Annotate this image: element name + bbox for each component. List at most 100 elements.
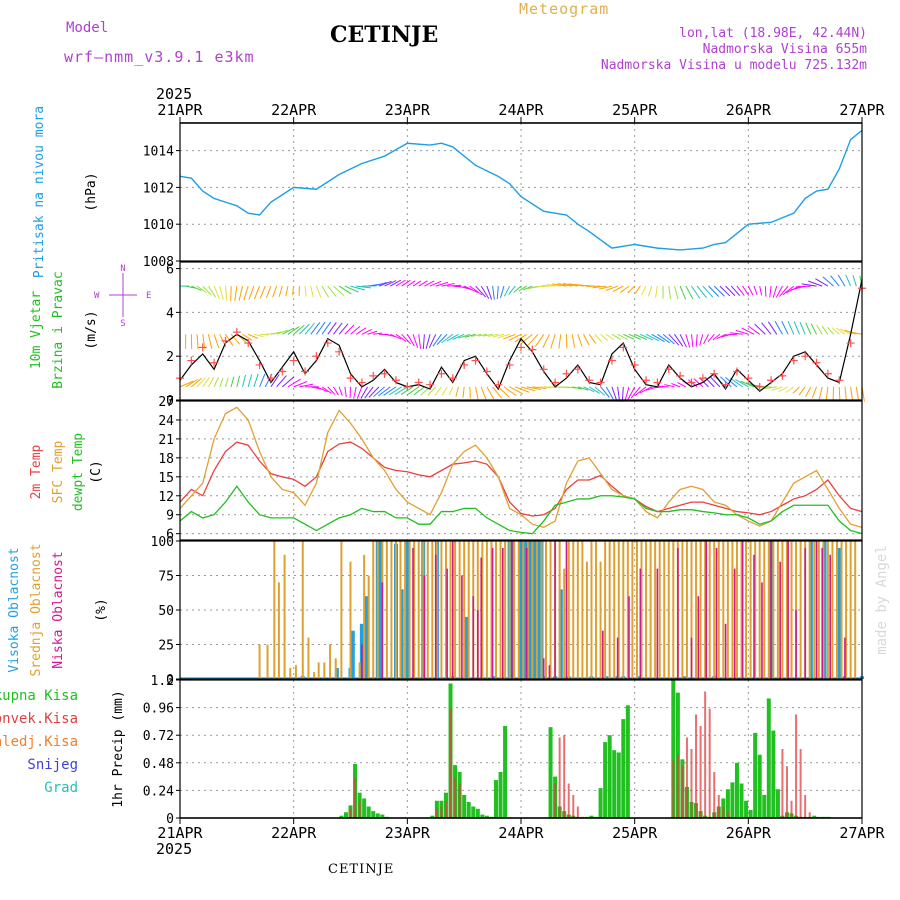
wind-barb [816, 324, 823, 335]
mid-cloud-bar [835, 541, 838, 679]
wind-barb [827, 327, 834, 335]
precip-total-bar [612, 750, 617, 818]
wind-barb [557, 282, 573, 287]
mid-cloud-bar [289, 667, 292, 679]
wind-barb [350, 285, 366, 291]
precip-total-bar [748, 809, 753, 818]
precip-conv-bar [676, 754, 679, 818]
wind-barb [677, 381, 687, 388]
precip-total-bar [339, 815, 344, 818]
wind-barbs [179, 274, 865, 402]
low-cloud-bar [616, 637, 619, 679]
wind-barb [500, 285, 505, 299]
wind-barb [542, 334, 550, 348]
wind-barb [327, 386, 336, 395]
low-cloud-bar [795, 610, 797, 679]
wind-barb [321, 285, 330, 298]
wind-gust-marker [403, 382, 412, 391]
wind-barb [230, 333, 241, 345]
precip-total-bar [625, 705, 630, 818]
wind-barb [685, 334, 691, 348]
low-cloud-bar [502, 547, 504, 679]
wind-barb [384, 333, 396, 338]
wind-barb [702, 285, 714, 298]
wind-barb [778, 386, 789, 393]
wind-barb [503, 386, 517, 396]
precip-total-bar [607, 735, 612, 818]
temp-dewpt-line [179, 485, 863, 535]
mid-cloud-bar [449, 541, 452, 679]
wind-barb [316, 386, 328, 393]
precip-total-bar [812, 815, 817, 818]
high-cloud-bar [350, 630, 355, 679]
low-cloud-bar [815, 541, 818, 679]
x-tick-label-bottom: 26APR [726, 824, 772, 842]
mid-cloud-bar [758, 541, 761, 679]
wind-gust-marker [448, 374, 457, 383]
mid-cloud-bar [626, 541, 629, 679]
wind-barb [571, 334, 576, 348]
mid-cloud-bar [349, 561, 352, 679]
wind-barb [364, 386, 374, 399]
mid-cloud-bar [372, 541, 375, 679]
wind-barb [563, 282, 578, 287]
low-cloud-bar [741, 541, 744, 679]
wind-gust-marker [664, 365, 673, 374]
wind-barb [619, 285, 630, 293]
wind-barb [464, 333, 476, 338]
wind-barb [378, 386, 391, 397]
high-cloud-bar [822, 541, 827, 679]
low-cloud-bar [525, 547, 528, 679]
wind-barb [471, 333, 482, 338]
mid-cloud-bar [658, 541, 661, 679]
mid-cloud-bar [640, 541, 643, 679]
mid-cloud-bar [549, 541, 552, 679]
mid-cloud-bar [667, 541, 670, 679]
precip-conv-bar [690, 749, 693, 818]
precip-total-bar [493, 780, 498, 818]
mid-cloud-bar [622, 541, 625, 679]
mid-cloud-bar [799, 541, 802, 679]
wind-barb [730, 377, 743, 388]
cloud-unit: (%) [94, 598, 109, 621]
wind-barb [747, 325, 760, 335]
wind-barb [202, 376, 211, 388]
mid-cloud-bar [635, 541, 638, 679]
wind-barb [513, 285, 522, 293]
wind-barb [808, 280, 823, 287]
precip-total-bar [734, 762, 739, 818]
precip-conv-bar [695, 714, 698, 818]
mid-cloud-bar [334, 658, 337, 679]
wind-barb [486, 285, 493, 300]
wind-barb [699, 334, 704, 346]
wind-barb [429, 280, 442, 287]
wind-barb [799, 321, 806, 335]
wind-barb [798, 386, 806, 396]
mid-cloud-bar [690, 541, 693, 679]
wind-barb [388, 386, 402, 396]
low-cloud-bar [804, 547, 806, 679]
y-tick-label: 9 [166, 509, 174, 524]
mid-cloud-bar [576, 541, 579, 679]
wind-barb [754, 323, 766, 335]
wind-barb [764, 286, 767, 297]
wind-gust-marker [255, 360, 264, 369]
wind-barb [238, 285, 244, 301]
wind-barb [428, 334, 437, 348]
wind-barb [821, 325, 829, 335]
wind-barb [647, 285, 653, 297]
wind-barb [740, 380, 755, 388]
wind-barb [492, 386, 502, 399]
wind-barb [520, 386, 536, 392]
x-tick-label-bottom: 24APR [498, 824, 544, 842]
wind-barb [447, 284, 462, 287]
precip-total-bar [480, 814, 485, 818]
wind-barb [253, 285, 261, 300]
wind-barb [487, 333, 499, 337]
mid-cloud-bar [840, 541, 843, 679]
mid-cloud-bar [376, 541, 379, 679]
mid-cloud-bar [508, 541, 511, 679]
wind-barb [674, 333, 684, 347]
precip-conv-bar [454, 777, 457, 818]
